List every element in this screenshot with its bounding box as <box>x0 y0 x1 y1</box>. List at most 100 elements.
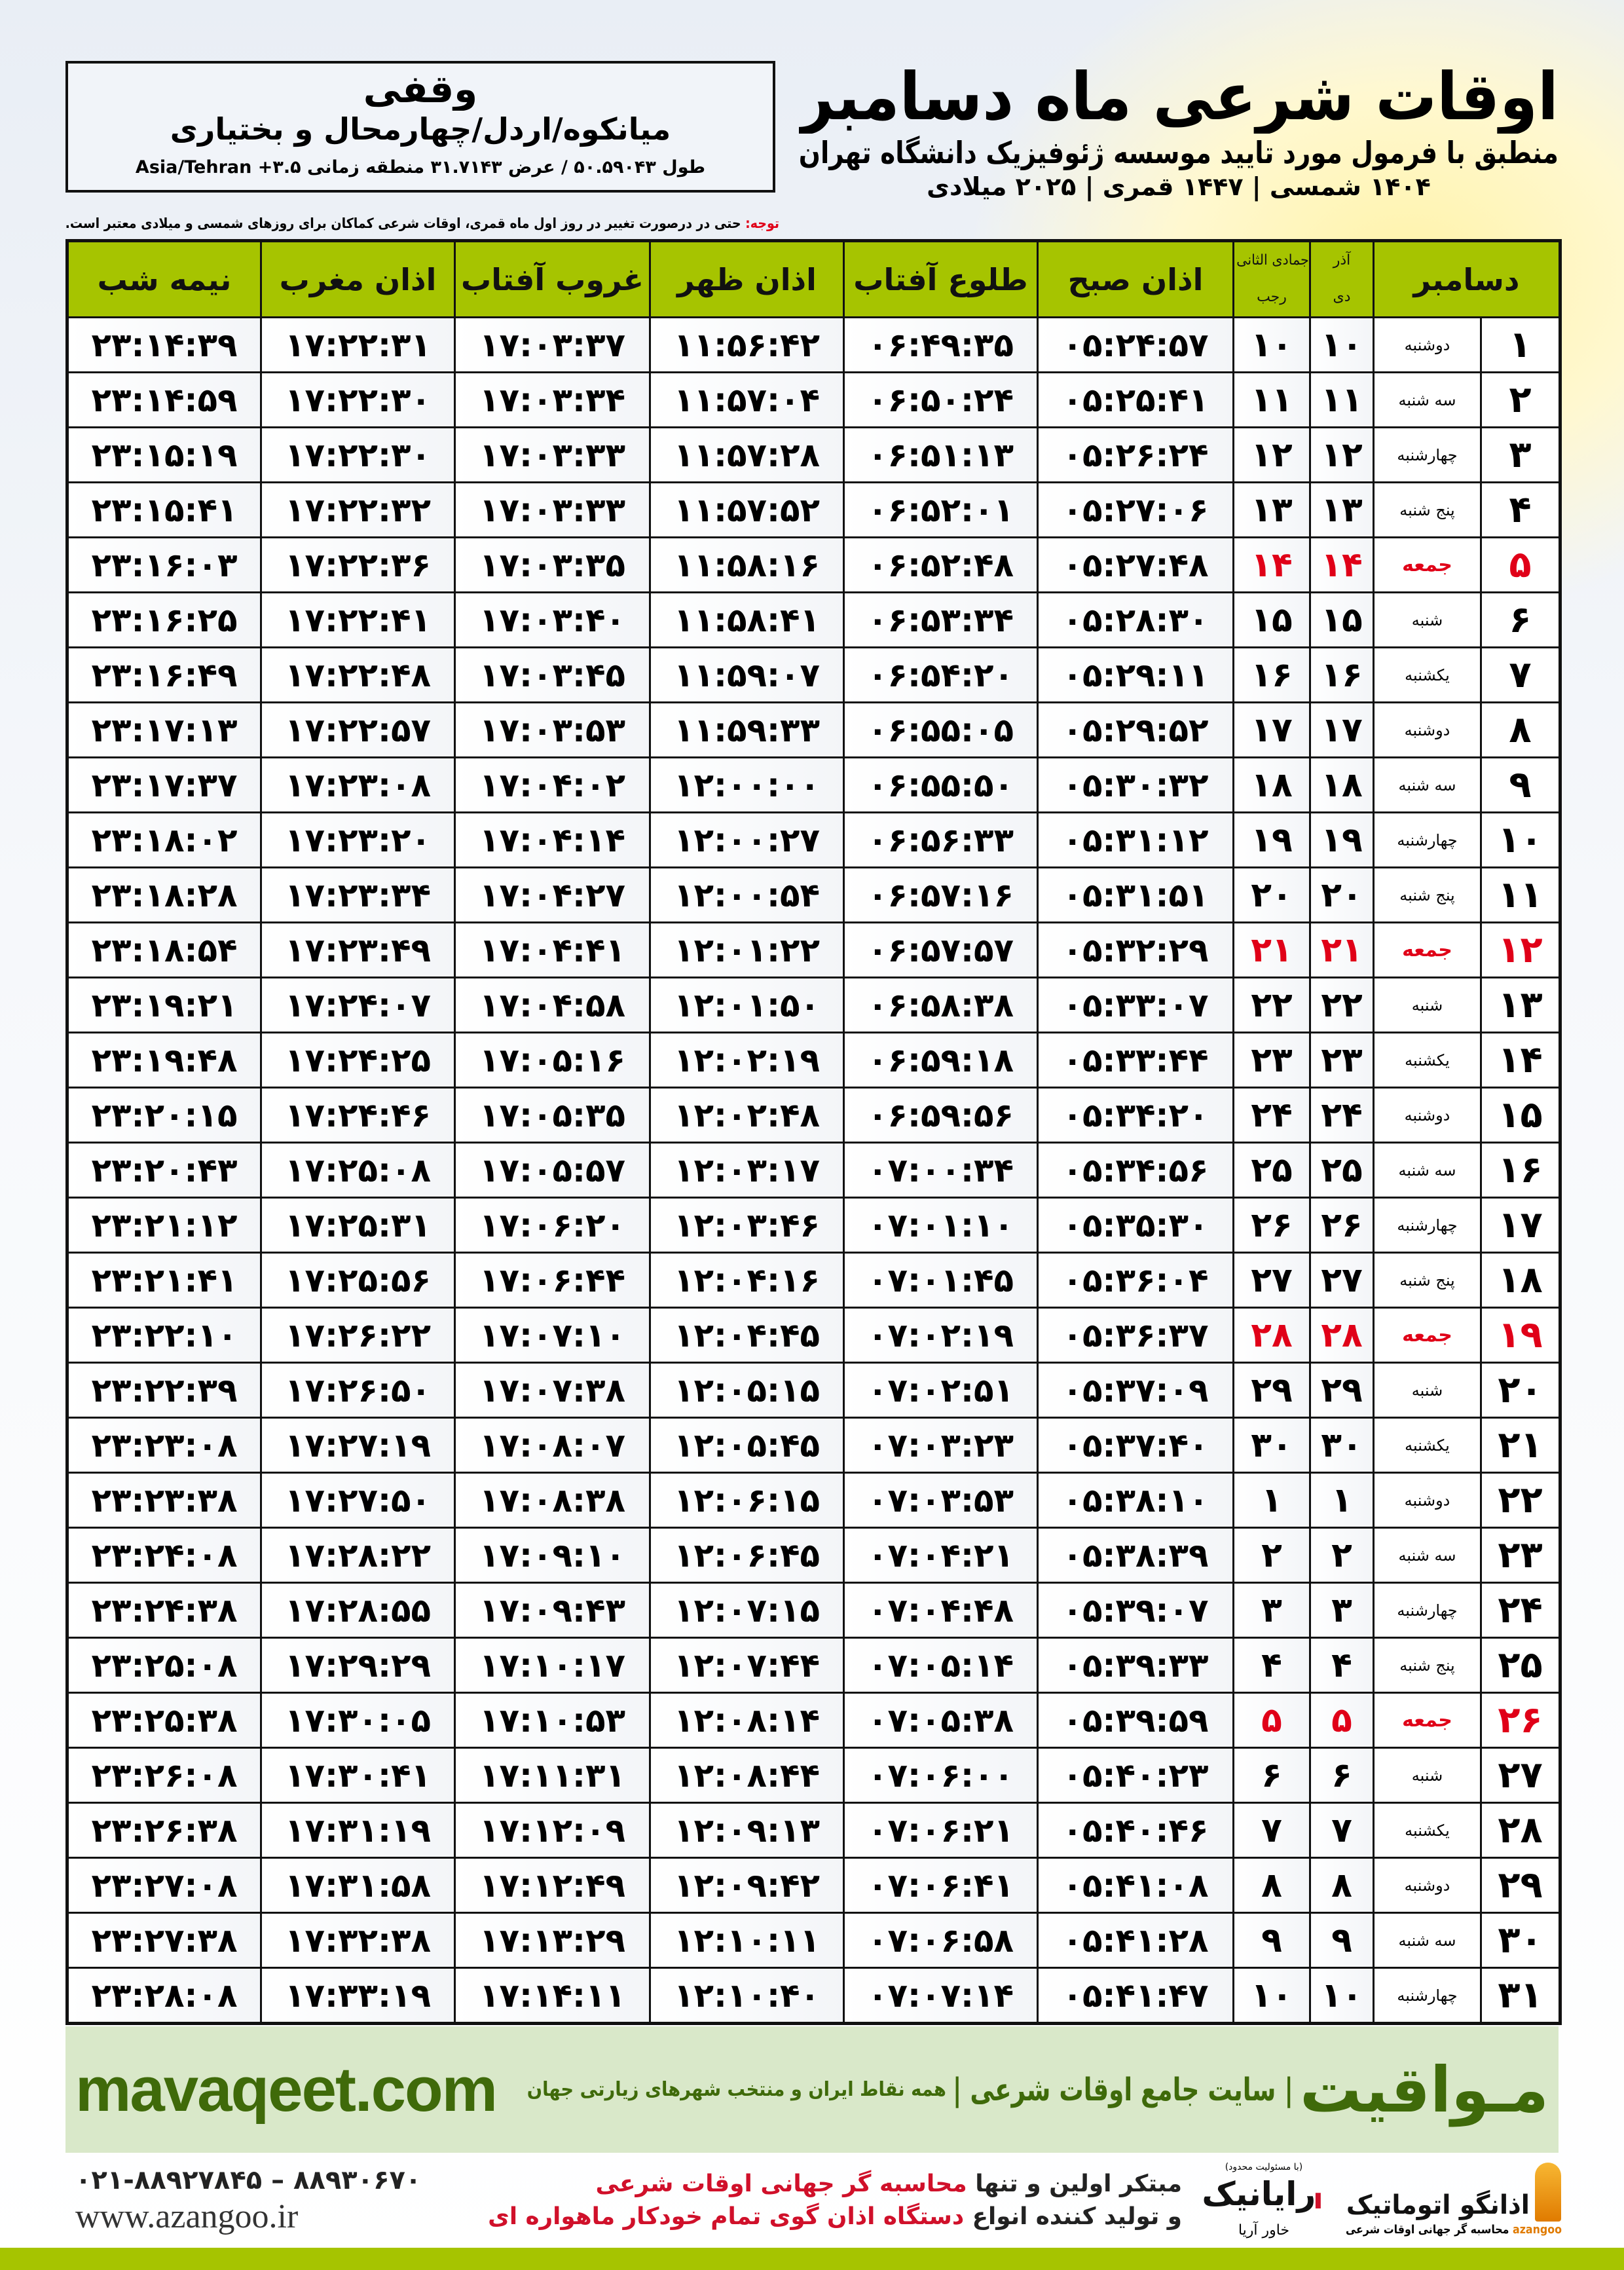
midnight-time: ۲۳:۱۸:۵۴ <box>66 921 262 978</box>
table-row: ۲ سه شنبه ۱۱ ۱۱ ۰۵:۲۵:۴۱ ۰۶:۵۰:۲۴ ۱۱:۵۷:۰۴ ۱۷:۰… <box>66 371 1561 428</box>
weekday: چهارشنبه <box>1373 811 1482 868</box>
day-number: ۴ <box>1480 481 1561 538</box>
sunset-time: ۱۷:۰۳:۴۰ <box>454 591 651 648</box>
midnight-time: ۲۳:۱۸:۰۲ <box>66 811 262 868</box>
rayanik-sub: خاور آریا <box>1238 2222 1290 2239</box>
sunrise-time: ۰۷:۰۶:۲۱ <box>843 1802 1039 1859</box>
dhuhr-time: ۱۲:۰۱:۲۲ <box>649 921 845 978</box>
shamsi-day: ۱۸ <box>1309 756 1375 813</box>
slogan-sub: همه نقاط ایران و منتخب شهرهای زیارتی جها… <box>527 2077 946 2101</box>
shamsi-day: ۱۲ <box>1309 426 1375 483</box>
hijri-day: ۲۴ <box>1232 1087 1311 1144</box>
day-number: ۱۴ <box>1480 1032 1561 1088</box>
midnight-time: ۲۳:۲۱:۱۲ <box>66 1197 262 1254</box>
hijri-day: ۱۵ <box>1232 591 1311 648</box>
dhuhr-time: ۱۲:۰۶:۴۵ <box>649 1527 845 1584</box>
header-shamsi-bottom: دی <box>1333 289 1351 305</box>
table-row: ۲۸ یکشنبه ۷ ۷ ۰۵:۴۰:۴۶ ۰۷:۰۶:۲۱ ۱۲:۰۹:۱۳ ۱۷:۱۲:… <box>66 1802 1561 1859</box>
weekday: پنج شنبه <box>1373 1252 1482 1309</box>
midnight-time: ۲۳:۱۶:۴۹ <box>66 646 262 703</box>
sunset-time: ۱۷:۰۶:۴۴ <box>454 1252 651 1309</box>
day-number: ۱۹ <box>1480 1307 1561 1364</box>
hijri-day: ۱ <box>1232 1472 1311 1529</box>
table-row: ۱۲ جمعه ۲۱ ۲۱ ۰۵:۳۲:۲۹ ۰۶:۵۷:۵۷ ۱۲:۰۱:۲۲ ۱۷:۰۴:… <box>66 921 1561 978</box>
maghrib-time: ۱۷:۲۳:۴۹ <box>260 921 456 978</box>
sunset-time: ۱۷:۰۳:۳۳ <box>454 426 651 483</box>
maghrib-time: ۱۷:۳۲:۳۸ <box>260 1912 456 1969</box>
day-number: ۸ <box>1480 701 1561 758</box>
sunrise-time: ۰۶:۵۷:۱۶ <box>843 866 1039 923</box>
midnight-time: ۲۳:۲۴:۰۸ <box>66 1527 262 1584</box>
table-row: ۲۱ یکشنبه ۳۰ ۳۰ ۰۵:۳۷:۴۰ ۰۷:۰۳:۲۳ ۱۲:۰۵:۴۵ ۱۷:۰… <box>66 1417 1561 1474</box>
table-row: ۱۸ پنج شنبه ۲۷ ۲۷ ۰۵:۳۶:۰۴ ۰۷:۰۱:۴۵ ۱۲:۰۴:۱۶ ۱۷… <box>66 1252 1561 1309</box>
maghrib-time: ۱۷:۲۷:۱۹ <box>260 1417 456 1474</box>
table-row: ۶ شنبه ۱۵ ۱۵ ۰۵:۲۸:۳۰ ۰۶:۵۳:۳۴ ۱۱:۵۸:۴۱ ۱۷:۰۳:۴… <box>66 591 1561 648</box>
midnight-time: ۲۳:۱۶:۲۵ <box>66 591 262 648</box>
year-line: ۱۴۰۴ شمسی | ۱۴۴۷ قمری | ۲۰۲۵ میلادی <box>927 172 1431 201</box>
maghrib-time: ۱۷:۳۳:۱۹ <box>260 1967 456 2024</box>
note-box: توجه: حتی در درصورت تغییر در روز اول ماه… <box>65 214 779 236</box>
dhuhr-time: ۱۲:۰۳:۱۷ <box>649 1142 845 1199</box>
note: توجه: حتی در درصورت تغییر در روز اول ماه… <box>65 214 779 233</box>
maghrib-time: ۱۷:۲۴:۴۶ <box>260 1087 456 1144</box>
maghrib-time: ۱۷:۲۲:۳۰ <box>260 426 456 483</box>
dhuhr-time: ۱۲:۰۲:۴۸ <box>649 1087 845 1144</box>
azangoo-url[interactable]: www.azangoo.ir <box>75 2197 299 2235</box>
site-url[interactable]: mavaqeet.com <box>75 2054 498 2125</box>
sunset-time: ۱۷:۰۳:۳۳ <box>454 481 651 538</box>
sunrise-time: ۰۷:۰۶:۰۰ <box>843 1747 1039 1804</box>
sunrise-time: ۰۷:۰۰:۳۴ <box>843 1142 1039 1199</box>
dhuhr-time: ۱۲:۰۱:۵۰ <box>649 977 845 1033</box>
fajr-time: ۰۵:۳۳:۴۴ <box>1037 1032 1234 1088</box>
day-number: ۲۶ <box>1480 1692 1561 1749</box>
midnight-time: ۲۳:۲۷:۰۸ <box>66 1857 262 1914</box>
header-hijri-bottom: رجب <box>1257 289 1287 305</box>
hijri-day: ۱۰ <box>1232 316 1311 373</box>
table-row: ۸ دوشنبه ۱۷ ۱۷ ۰۵:۲۹:۵۲ ۰۶:۵۵:۰۵ ۱۱:۵۹:۳۳ ۱۷:۰۳… <box>66 701 1561 758</box>
sunset-time: ۱۷:۰۶:۲۰ <box>454 1197 651 1254</box>
hijri-day: ۲۱ <box>1232 921 1311 978</box>
sunset-time: ۱۷:۰۸:۳۸ <box>454 1472 651 1529</box>
day-number: ۱ <box>1480 316 1561 373</box>
sunset-time: ۱۷:۱۲:۴۹ <box>454 1857 651 1914</box>
hijri-day: ۱۷ <box>1232 701 1311 758</box>
day-number: ۲ <box>1480 371 1561 428</box>
midnight-time: ۲۳:۲۳:۳۸ <box>66 1472 262 1529</box>
dhuhr-time: ۱۲:۰۶:۱۵ <box>649 1472 845 1529</box>
day-number: ۹ <box>1480 756 1561 813</box>
ad-line-2: و تولید کننده انواع دستگاه اذان گوی تمام… <box>488 2201 1182 2233</box>
sunrise-time: ۰۶:۵۹:۱۸ <box>843 1032 1039 1088</box>
ad1-a: مبتکر اولین و تنها <box>967 2170 1182 2197</box>
sunset-time: ۱۷:۰۵:۱۶ <box>454 1032 651 1088</box>
shamsi-day: ۱۰ <box>1309 1967 1375 2024</box>
shamsi-day: ۲ <box>1309 1527 1375 1584</box>
hijri-day: ۶ <box>1232 1747 1311 1804</box>
dhuhr-time: ۱۲:۰۸:۱۴ <box>649 1692 845 1749</box>
sunrise-time: ۰۶:۵۹:۵۶ <box>843 1087 1039 1144</box>
fajr-time: ۰۵:۴۰:۴۶ <box>1037 1802 1234 1859</box>
ad-line-1: مبتکر اولین و تنها محاسبه گر جهانی اوقات… <box>488 2168 1182 2201</box>
fajr-time: ۰۵:۳۰:۳۲ <box>1037 756 1234 813</box>
dhuhr-time: ۱۲:۰۴:۴۵ <box>649 1307 845 1364</box>
sunrise-time: ۰۷:۰۵:۱۴ <box>843 1637 1039 1694</box>
fajr-time: ۰۵:۲۷:۰۶ <box>1037 481 1234 538</box>
sunset-time: ۱۷:۰۷:۳۸ <box>454 1362 651 1419</box>
rayanik-mark-icon: ▌ <box>1316 2192 1326 2208</box>
hijri-day: ۱۳ <box>1232 481 1311 538</box>
sunrise-time: ۰۶:۵۲:۴۸ <box>843 536 1039 593</box>
midnight-time: ۲۳:۱۵:۱۹ <box>66 426 262 483</box>
maghrib-time: ۱۷:۲۹:۲۹ <box>260 1637 456 1694</box>
hijri-day: ۹ <box>1232 1912 1311 1969</box>
dhuhr-time: ۱۱:۵۷:۰۴ <box>649 371 845 428</box>
midnight-time: ۲۳:۱۹:۲۱ <box>66 977 262 1033</box>
maghrib-time: ۱۷:۳۰:۰۵ <box>260 1692 456 1749</box>
dhuhr-time: ۱۲:۰۰:۲۷ <box>649 811 845 868</box>
sunrise-time: ۰۶:۴۹:۳۵ <box>843 316 1039 373</box>
table-row: ۱۷ چهارشنبه ۲۶ ۲۶ ۰۵:۳۵:۳۰ ۰۷:۰۱:۱۰ ۱۲:۰۳:۴۶ ۱۷… <box>66 1197 1561 1254</box>
header-shamsi: آذر دی <box>1309 240 1375 318</box>
midnight-time: ۲۳:۲۲:۳۹ <box>66 1362 262 1419</box>
day-number: ۲۱ <box>1480 1417 1561 1474</box>
dhuhr-time: ۱۲:۰۳:۴۶ <box>649 1197 845 1254</box>
fajr-time: ۰۵:۳۱:۱۲ <box>1037 811 1234 868</box>
day-number: ۵ <box>1480 536 1561 593</box>
